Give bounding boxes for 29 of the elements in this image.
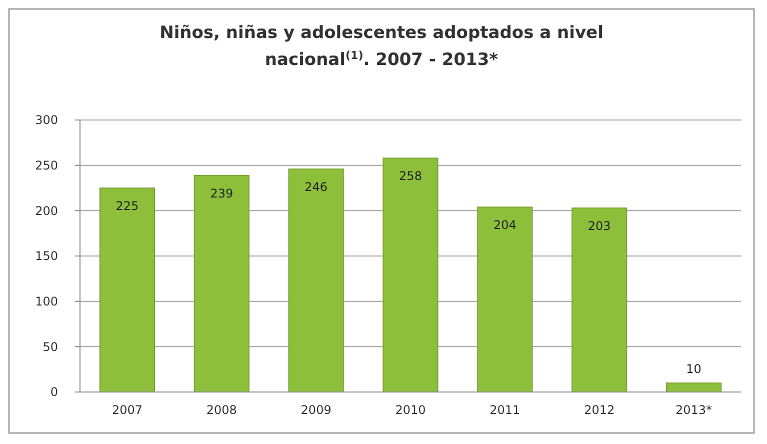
bar bbox=[99, 188, 155, 392]
bar bbox=[382, 158, 438, 392]
x-tick-label: 2008 bbox=[206, 403, 237, 417]
bar bbox=[477, 206, 533, 392]
chart-title: Niños, niñas y adolescentes adoptados a nivel nacional$^{(1)}$. 2007 - 2013* bbox=[160, 23, 604, 70]
x-tick-label: 2011 bbox=[490, 403, 520, 417]
data-label: 10 bbox=[686, 362, 702, 376]
data-label: 204 bbox=[493, 218, 516, 232]
y-tick-label: 50 bbox=[42, 340, 58, 354]
data-label: 239 bbox=[210, 186, 234, 200]
x-tick-label: 2009 bbox=[300, 403, 332, 417]
y-tick-label: 200 bbox=[35, 204, 58, 218]
y-tick-label: 150 bbox=[35, 249, 58, 264]
data-label: 258 bbox=[399, 169, 422, 184]
data-label: 246 bbox=[304, 180, 328, 194]
x-tick-label: 2013* bbox=[676, 403, 712, 417]
x-tick-label: 2012 bbox=[584, 403, 615, 417]
y-tick-label: 100 bbox=[35, 294, 58, 309]
data-label: 203 bbox=[588, 218, 611, 233]
bar bbox=[194, 174, 250, 392]
x-tick-label: 2010 bbox=[395, 403, 426, 417]
x-tick-label: 2007 bbox=[112, 403, 142, 417]
y-tick-label: 300 bbox=[35, 113, 58, 128]
bar bbox=[666, 382, 722, 392]
bar bbox=[288, 168, 344, 392]
y-tick-label: 250 bbox=[35, 158, 58, 173]
y-tick-label: 0 bbox=[50, 385, 58, 400]
data-label: 225 bbox=[116, 199, 139, 213]
bar bbox=[572, 208, 628, 392]
